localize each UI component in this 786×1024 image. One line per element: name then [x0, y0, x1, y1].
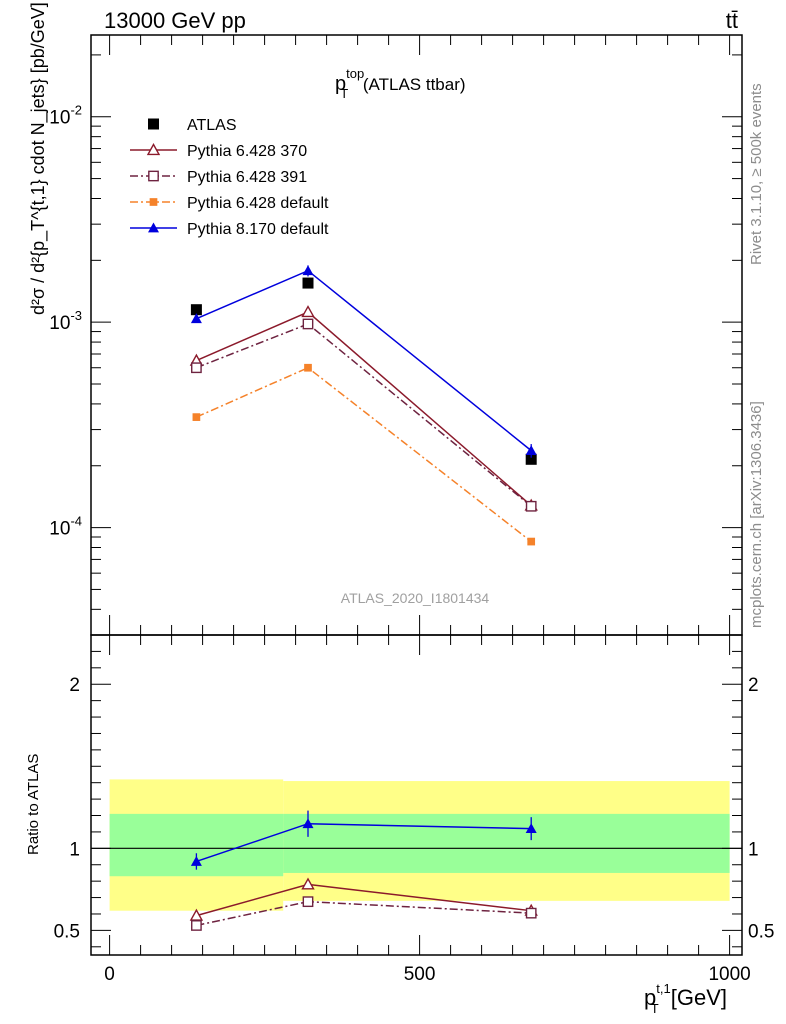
series-pythia-6-428-391 [191, 318, 537, 512]
y-tick-exponent: -2 [70, 103, 82, 118]
data-point [302, 265, 314, 276]
x-axis-title: pt,1 T [GeV] [644, 981, 727, 1016]
legend-label: ATLAS [187, 117, 237, 134]
y-tick-mantissa: 10 [49, 519, 70, 540]
legend-entry: Pythia 6.428 370 [130, 143, 307, 160]
ratio-y-axis-title: Ratio to ATLAS [25, 754, 42, 855]
y-tick-label: 10-2 [49, 103, 82, 129]
series-atlas [190, 277, 537, 465]
ratio-y-tick-label-right: 1 [748, 839, 759, 860]
ratio-point [189, 908, 204, 921]
y-axis-title-text: d²σ / d²{p_T^{t,1} cdot N_jets} [pb/GeV] [28, 2, 49, 315]
ratio-series-pythia-6-428-391 [191, 896, 537, 931]
data-point [527, 537, 536, 546]
x-tick-label: 500 [404, 964, 436, 985]
legend: ATLAS Pythia 6.428 370 Pythia 6.428 391 Pyt… [130, 117, 329, 238]
legend-label: Pythia 6.428 391 [187, 169, 307, 186]
process-label: tt̄ [726, 8, 738, 33]
y-tick-mantissa: 10 [49, 108, 70, 129]
ratio-y-tick-label-right: 2 [748, 675, 759, 696]
plot-title: ptop T (ATLAS ttbar) [335, 66, 466, 101]
ratio-point [525, 907, 537, 919]
data-point [525, 500, 537, 512]
legend-marker [146, 143, 161, 156]
ratio-series-pythia-8-170-default [190, 810, 537, 870]
legend-entry: Pythia 6.428 default [130, 195, 329, 212]
legend-marker [148, 170, 159, 182]
legend-marker [149, 198, 158, 206]
ratio-series-layer [189, 810, 538, 931]
ratio-point [302, 818, 314, 829]
legend-marker [148, 222, 159, 233]
data-point [190, 313, 202, 324]
legend-marker [148, 118, 159, 130]
legend-entry: Pythia 8.170 default [130, 221, 329, 238]
ratio-plot-frame [90, 634, 743, 956]
series-pythia-6-428-default [192, 363, 536, 546]
ratio-point [525, 823, 537, 834]
main-series-layer [189, 265, 538, 546]
data-point [302, 277, 314, 289]
series-line [196, 311, 532, 507]
rivet-label: Rivet 3.1.10, ≥ 500k events [748, 83, 765, 265]
y-tick-exponent: -3 [70, 308, 82, 323]
legend-label: Pythia 8.170 default [187, 221, 329, 238]
legend-entry: ATLAS [148, 117, 237, 134]
ratio-point [190, 855, 202, 866]
data-point [304, 363, 312, 372]
series-pythia-8-170-default [190, 265, 537, 458]
x-tick-label: 1000 [708, 964, 750, 985]
x-tick-label: 0 [104, 964, 115, 985]
data-point [525, 453, 537, 465]
analysis-id: ATLAS_2020_I1801434 [341, 590, 490, 606]
y-tick-exponent: -4 [70, 514, 82, 529]
data-point [192, 413, 201, 421]
ratio-point [301, 877, 315, 890]
ratio-uncertainty-bands [91, 779, 742, 911]
main-y-axis: 10-210-310-4 [49, 35, 742, 636]
mcplots-label: mcplots.cern.ch [arXiv:1306.3436] [748, 401, 765, 628]
data-point [525, 445, 537, 456]
ratio-point [302, 896, 314, 908]
legend-label: Pythia 6.428 default [187, 195, 329, 212]
ratio-y-tick-label-right: 0.5 [748, 921, 774, 942]
legend-label: Pythia 6.428 370 [187, 143, 307, 160]
data-point [302, 318, 314, 330]
ratio-y-tick-label: 0.5 [54, 921, 80, 942]
ratio-axes: 0.5 0.5 1 1 2 2 0 500 1000 [54, 634, 774, 985]
energy-label: 13000 GeV pp [104, 8, 246, 33]
legend-entry: Pythia 6.428 391 [130, 169, 307, 186]
main-y-axis-title: d²σ / d²{p_T^{t,1} cdot N_jets} [pb/GeV] [28, 2, 49, 315]
y-tick-label: 10-4 [49, 514, 82, 540]
data-point [190, 304, 202, 316]
y-tick-label: 10-3 [49, 308, 82, 334]
series-line [196, 366, 532, 543]
ratio-y-tick-label: 1 [69, 839, 80, 860]
y-tick-mantissa: 10 [49, 313, 70, 334]
series-pythia-6-428-370 [189, 305, 538, 511]
data-point [301, 305, 315, 318]
ratio-point [191, 920, 202, 931]
ratio-y-tick-label: 2 [69, 675, 80, 696]
data-point [191, 362, 202, 374]
band-green [283, 813, 730, 873]
series-line [196, 323, 532, 507]
